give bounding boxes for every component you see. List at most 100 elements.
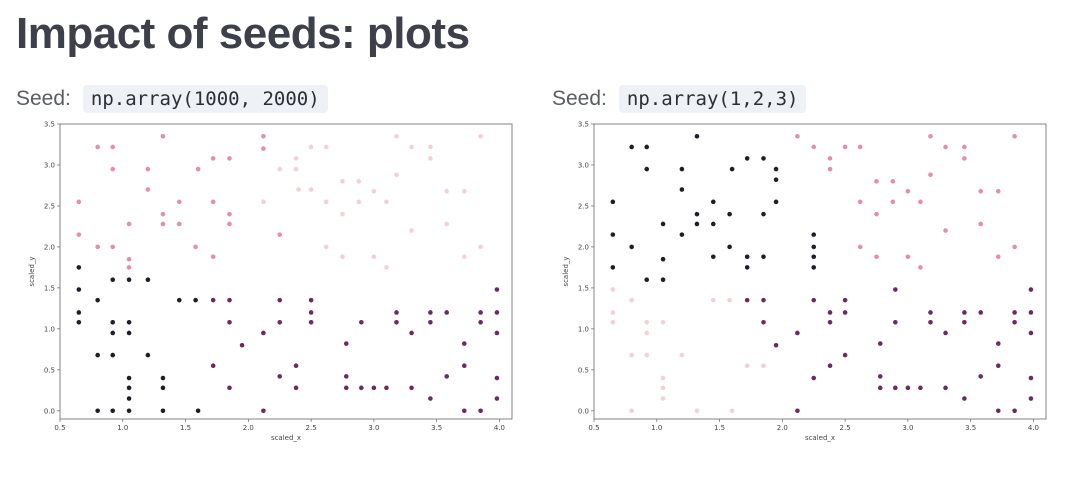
x-tick-label: 4.0: [494, 424, 505, 432]
scatter-point-purple: [827, 310, 833, 315]
scatter-point-pink: [110, 166, 116, 172]
scatter-point-light: [610, 287, 616, 292]
scatter-point-purple: [409, 330, 414, 336]
scatter-point-pink: [227, 156, 232, 161]
scatter-point-light: [660, 396, 666, 401]
scatter-point-pink: [857, 199, 863, 205]
scatter-point-pink: [795, 133, 800, 139]
scatter-point-purple: [1012, 310, 1017, 315]
scatter-point-dark: [773, 199, 779, 205]
scatter-point-purple: [995, 408, 1001, 414]
scatter-point-dark: [110, 277, 116, 282]
scatter-point-purple: [444, 374, 450, 379]
scatter-point-pink: [890, 199, 896, 205]
scatter-point-purple: [893, 320, 898, 325]
scatter-point-light: [384, 199, 389, 205]
scatter-point-purple: [877, 374, 883, 379]
scatter-point-pink: [905, 188, 911, 194]
scatter-point-purple: [918, 385, 923, 391]
scatter-point-light: [444, 221, 450, 227]
scatter-point-pink: [145, 166, 151, 172]
scatter-point-dark: [727, 244, 732, 250]
scatter-point-pink: [160, 221, 166, 227]
scatter-point-light: [644, 320, 650, 325]
scatter-point-purple: [227, 297, 232, 303]
scatter-point-purple: [494, 375, 500, 381]
scatter-point-purple: [343, 385, 349, 391]
scatter-point-purple: [261, 330, 266, 336]
scatter-point-purple: [811, 297, 817, 303]
scatter-point-light: [293, 166, 299, 172]
scatter-point-purple: [761, 320, 766, 325]
y-tick-label: 1.0: [578, 325, 589, 333]
scatter-point-light: [727, 297, 732, 303]
scatter-point-purple: [261, 408, 266, 414]
scatter-point-light: [308, 187, 314, 192]
scatter-point-purple: [893, 385, 898, 391]
x-tick-label: 3.0: [368, 424, 379, 432]
scatter-point-light: [356, 199, 362, 205]
scatter-point-purple: [494, 310, 500, 315]
scatter-point-dark: [727, 211, 732, 217]
scatter-point-purple: [428, 320, 433, 325]
scatter-point-dark: [126, 277, 132, 282]
scatter-plot-right: 0.5 1.0 1.5 2.0 2.5 3.0 3.5 4.0 0.0 0.5 1.0 1.5 2.0 2…: [556, 116, 1056, 446]
scatter-point-pink: [160, 133, 166, 139]
scatter-point-light: [296, 187, 301, 192]
scatter-point-purple: [494, 287, 500, 292]
scatter-point-light: [744, 363, 750, 369]
scatter-point-dark: [95, 352, 100, 358]
scatter-point-dark: [126, 408, 132, 414]
scatter-point-purple: [744, 297, 750, 303]
scatter-point-dark: [193, 297, 198, 303]
scatter-point-dark: [195, 408, 201, 414]
scatter-point-purple: [359, 385, 364, 391]
scatter-point-pink: [176, 221, 182, 227]
scatter-point-purple: [827, 320, 833, 325]
seed-caption-left: Seed: np.array(1000, 2000): [16, 84, 328, 114]
scatter-point-pink: [857, 244, 863, 250]
scatter-point-pink: [962, 156, 967, 161]
scatter-point-light: [428, 144, 433, 150]
scatter-point-dark: [126, 385, 132, 391]
scatter-point-purple: [1012, 408, 1017, 414]
scatter-plot-left: 0.5 1.0 1.5 2.0 2.5 3.0 3.5 4.0 0.0 0.5 1.0 1.5 2.0 2…: [22, 116, 522, 446]
y-axis-label: scaled_y: [28, 256, 36, 286]
x-tick-label: 3.5: [965, 424, 976, 432]
scatter-point-purple: [877, 341, 883, 346]
scatter-point-purple: [394, 310, 399, 315]
scatter-point-light: [629, 297, 634, 303]
scatter-point-light: [461, 188, 467, 194]
scatter-point-light: [478, 133, 483, 139]
scatter-point-light: [323, 144, 329, 150]
scatter-point-purple: [494, 396, 500, 401]
scatter-point-pink: [943, 228, 948, 233]
scatter-point-purple: [1028, 287, 1034, 292]
scatter-point-purple: [461, 363, 467, 369]
scatter-point-pink: [918, 265, 923, 270]
y-tick-label: 0.5: [578, 366, 589, 374]
scatter-point-purple: [343, 341, 349, 346]
scatter-point-purple: [227, 385, 232, 391]
seed-label: Seed:: [552, 87, 607, 110]
scatter-point-light: [660, 375, 666, 381]
x-tick-label: 3.0: [902, 424, 913, 432]
scatter-point-dark: [761, 254, 766, 260]
scatter-point-purple: [428, 310, 433, 315]
scatter-point-light: [277, 166, 283, 172]
scatter-point-purple: [842, 297, 848, 303]
scatter-point-purple: [384, 385, 389, 391]
seed-code: np.array(1000, 2000): [82, 85, 328, 113]
scatter-point-purple: [371, 385, 377, 391]
scatter-point-light: [761, 363, 766, 369]
scatter-point-dark: [610, 265, 616, 270]
scatter-point-purple: [461, 341, 467, 346]
scatter-point-pink: [95, 244, 100, 250]
scatter-point-dark: [629, 144, 634, 150]
scatter-point-purple: [478, 320, 483, 325]
scatter-point-purple: [1028, 310, 1034, 315]
scatter-point-pink: [811, 144, 817, 150]
scatter-point-pink: [126, 221, 132, 227]
scatter-point-pink: [1012, 244, 1017, 250]
scatter-point-light: [610, 320, 616, 325]
